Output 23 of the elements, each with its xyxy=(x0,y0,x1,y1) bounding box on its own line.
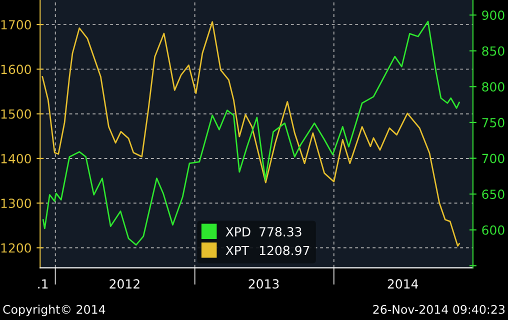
annotation: 1208.97 xyxy=(260,246,310,256)
x-tick-label: 2013 xyxy=(248,279,279,289)
x-tick-label: 2012 xyxy=(110,279,140,289)
x-tick-label: 2014 xyxy=(388,279,418,289)
text: Copyright© 2014 xyxy=(3,304,106,316)
y-tick-label: 1400 xyxy=(1,154,31,164)
y-tick-label: 1600 xyxy=(1,64,31,74)
y-tick-label: 1500 xyxy=(1,109,31,119)
legend-label: XPT xyxy=(226,246,250,256)
y2-tick-label: 900 xyxy=(482,10,504,20)
y2-tick-label: 650 xyxy=(482,190,504,200)
text: 26-Nov-2014 09:40:23 xyxy=(373,304,505,314)
y-tick-label: 1700 xyxy=(1,20,31,30)
y2-tick-label: 700 xyxy=(482,154,504,164)
legend-label: XPD xyxy=(226,227,250,236)
annotation: 778.33 xyxy=(260,227,302,237)
y2-tick-label: 850 xyxy=(482,46,504,56)
y2-tick-label: 750 xyxy=(482,118,504,128)
x-tick-label: .1 xyxy=(38,279,48,288)
y-tick-label: 1200 xyxy=(1,243,31,253)
y2-tick-label: 600 xyxy=(482,225,504,235)
y2-tick-label: 800 xyxy=(482,82,504,92)
y-tick-label: 1300 xyxy=(1,198,31,208)
